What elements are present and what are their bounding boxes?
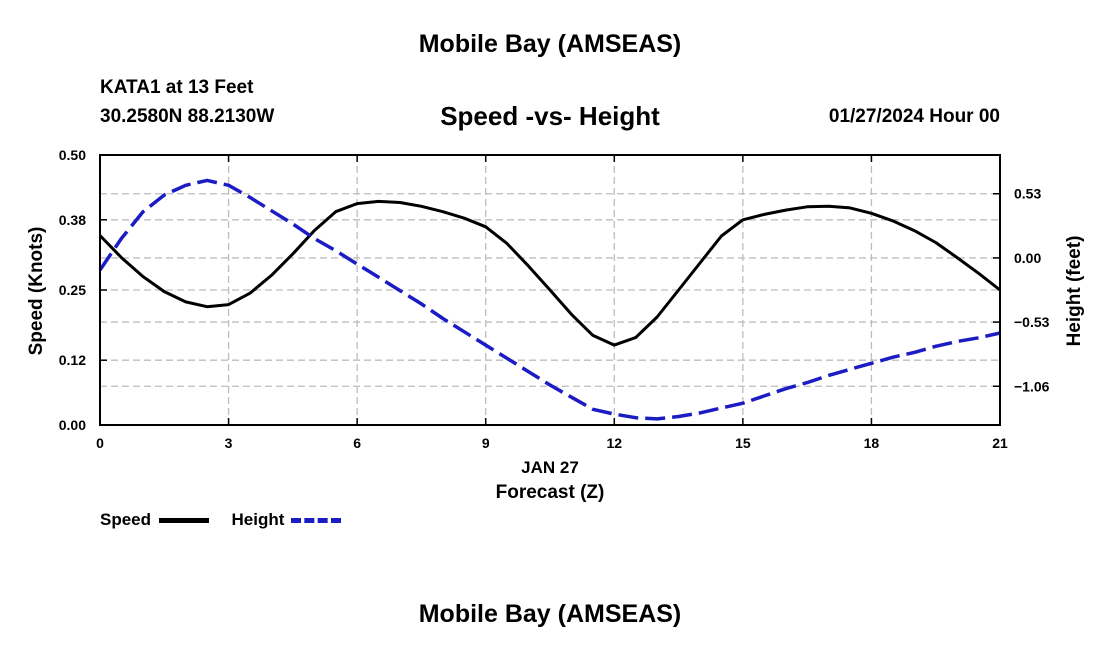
- y-tick-label: 0.12: [59, 352, 86, 368]
- series-line-height: [98, 178, 1001, 421]
- x-tick-label: 6: [353, 435, 361, 451]
- x-axis-label: Forecast (Z): [495, 482, 605, 503]
- chart-subtitle: Speed -vs- Height: [440, 101, 660, 131]
- x-tick-label: 12: [606, 435, 622, 451]
- series-layer: [98, 178, 1001, 421]
- grid: [100, 155, 1000, 425]
- chart-title: Mobile Bay (AMSEAS): [418, 30, 682, 58]
- station-coords: 30.2580N 88.2130W: [100, 106, 275, 127]
- legend-speed-swatch: [158, 518, 209, 524]
- axes: 0 3 6 9 12 15 18 21 0.00 0.12 0.25 0.38 0.50 0.53 0.00…: [59, 147, 1050, 451]
- legend-height-swatch: [291, 518, 342, 524]
- forecast-datetime: 01/27/2024 Hour 00: [828, 106, 1000, 127]
- legend-height-label: Height: [231, 510, 285, 529]
- series-line-speed: [98, 199, 1001, 347]
- y2-axis-label: Height (feet): [1064, 235, 1085, 347]
- x-axis-date: JAN 27: [521, 458, 579, 477]
- y-tick-label: 0.50: [59, 147, 86, 163]
- x-tick-label: 9: [482, 435, 490, 451]
- legend: Speed Height: [100, 510, 342, 530]
- x-tick-label: 15: [735, 435, 751, 451]
- y2-tick-label: 0.53: [1014, 186, 1041, 202]
- station-name: KATA1 at 13 Feet: [100, 77, 254, 98]
- y-axis-label: Speed (Knots): [26, 226, 47, 356]
- y-tick-label: 0.00: [59, 417, 86, 433]
- x-tick-label: 3: [225, 435, 233, 451]
- y-tick-label: 0.25: [59, 282, 86, 298]
- x-tick-label: 21: [992, 435, 1008, 451]
- footer-title: Mobile Bay (AMSEAS): [418, 600, 682, 628]
- y2-tick-label: −0.53: [1014, 314, 1050, 330]
- x-tick-label: 18: [864, 435, 880, 451]
- y-tick-label: 0.38: [59, 212, 86, 228]
- legend-speed-label: Speed: [100, 510, 152, 529]
- x-tick-label: 0: [96, 435, 104, 451]
- y2-tick-label: 0.00: [1014, 250, 1041, 266]
- y2-tick-label: −1.06: [1014, 378, 1050, 394]
